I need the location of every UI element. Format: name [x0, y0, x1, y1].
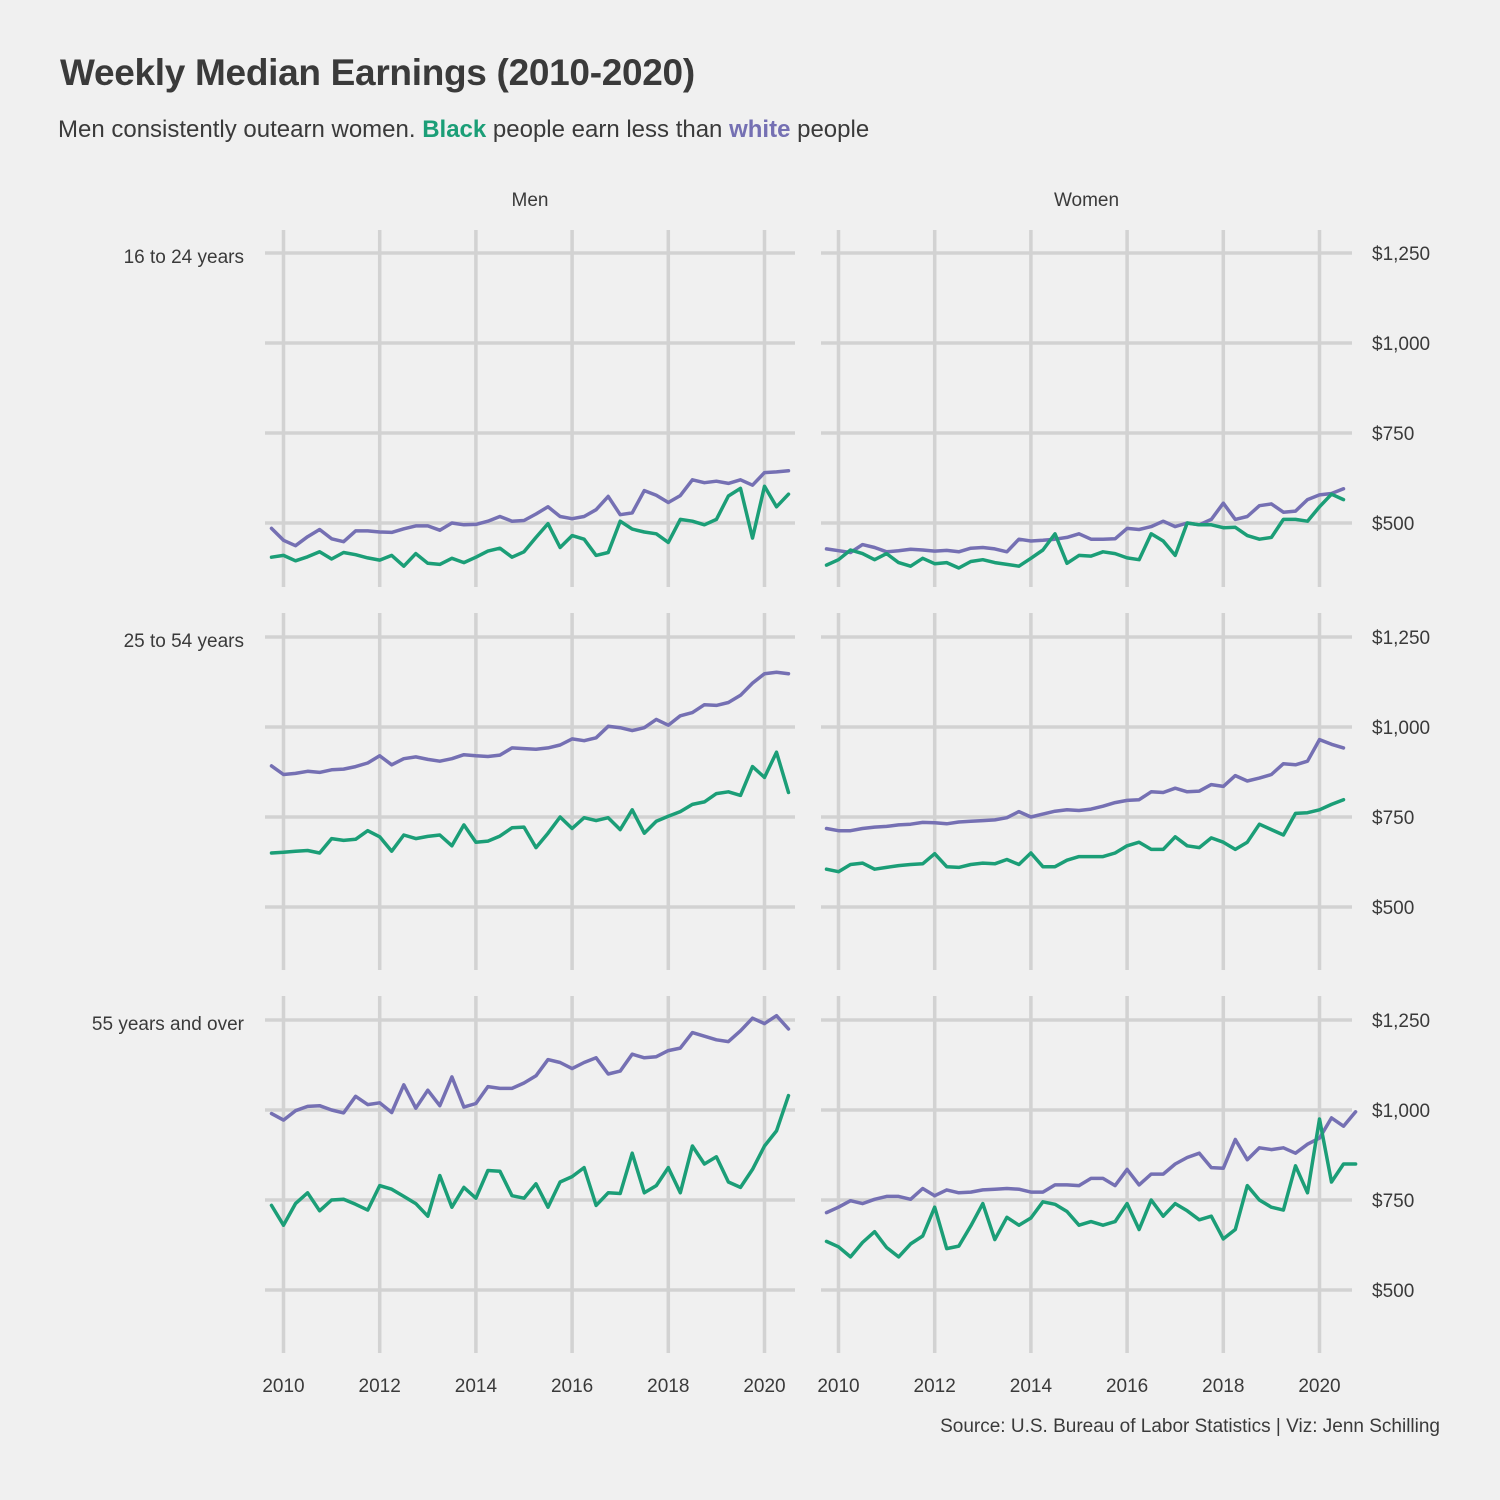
x-tick-label: 2018	[647, 1376, 689, 1397]
y-tick-label: $1,250	[1372, 628, 1430, 649]
x-tick-label: 2018	[1202, 1376, 1244, 1397]
facet-row-label: 55 years and over	[92, 1014, 245, 1035]
panel-grid	[821, 613, 1352, 970]
x-tick-label: 2020	[743, 1376, 785, 1397]
x-tick-label: 2010	[817, 1376, 859, 1397]
chart-title: Weekly Median Earnings (2010-2020)	[60, 52, 695, 93]
subtitle-suffix: people	[797, 116, 870, 143]
series-line-white	[269, 469, 791, 548]
series-line-white	[269, 1013, 791, 1122]
facet-row-label: 25 to 54 years	[124, 631, 244, 652]
y-tick-label: $1,250	[1372, 244, 1430, 265]
panel-grid	[265, 230, 795, 587]
x-tick-label: 2012	[359, 1376, 401, 1397]
x-tick-label: 2016	[551, 1376, 593, 1397]
x-tick-label: 2014	[1010, 1376, 1053, 1397]
series-line-black	[824, 492, 1346, 570]
series-line-white	[824, 737, 1346, 833]
x-tick-label: 2016	[1106, 1376, 1148, 1397]
series-line-white	[269, 670, 791, 777]
y-tick-label: $750	[1372, 424, 1414, 445]
subtitle-black-word: Black	[422, 116, 487, 143]
series-line-black	[269, 484, 791, 568]
y-tick-label: $1,000	[1372, 1101, 1430, 1122]
subtitle-white-word: white	[729, 116, 791, 143]
panel-grid	[265, 996, 795, 1353]
y-tick-label: $500	[1372, 514, 1414, 535]
subtitle-prefix: Men consistently outearn women.	[58, 116, 416, 143]
y-tick-label: $1,000	[1372, 334, 1430, 355]
facet-row-label: 16 to 24 years	[124, 247, 244, 268]
panel-grid	[821, 996, 1352, 1353]
y-tick-label: $1,250	[1372, 1011, 1430, 1032]
panel-grid	[821, 230, 1352, 587]
series-line-black	[269, 750, 791, 855]
facet-column-label: Men	[512, 190, 549, 211]
series-line-black	[824, 1117, 1358, 1259]
subtitle-middle: people earn less than	[492, 116, 723, 143]
y-tick-label: $500	[1372, 1281, 1414, 1302]
y-tick-label: $750	[1372, 1191, 1414, 1212]
chart-caption: Source: U.S. Bureau of Labor Statistics …	[940, 1416, 1440, 1437]
x-tick-label: 2012	[914, 1376, 956, 1397]
chart-subtitle: Men consistently outearn women. Black pe…	[58, 116, 869, 144]
x-tick-label: 2010	[262, 1376, 304, 1397]
x-tick-label: 2020	[1298, 1376, 1340, 1397]
y-tick-label: $1,000	[1372, 718, 1430, 739]
y-tick-label: $750	[1372, 808, 1414, 829]
y-tick-label: $500	[1372, 898, 1414, 919]
series-line-black	[824, 797, 1346, 874]
series-line-white	[824, 1110, 1358, 1215]
facet-column-label: Women	[1054, 190, 1119, 211]
series-line-white	[824, 487, 1346, 555]
x-tick-label: 2014	[455, 1376, 498, 1397]
series-line-black	[269, 1093, 791, 1227]
panel-grid	[265, 613, 795, 970]
